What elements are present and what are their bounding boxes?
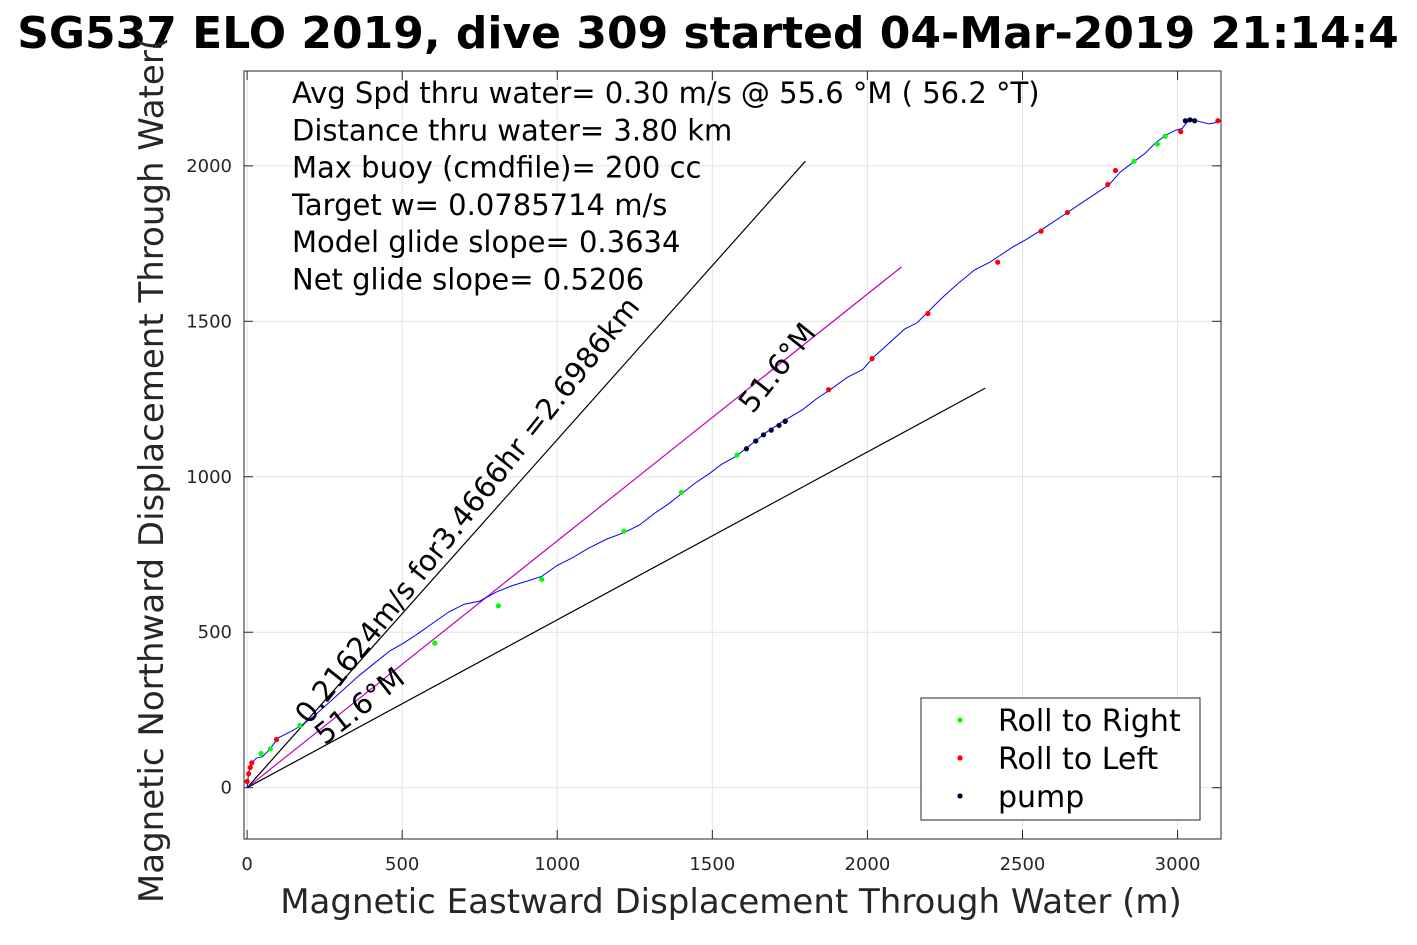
stat-line: Max buoy (cmdfile)= 200 cc bbox=[292, 151, 701, 185]
x-tick-label: 500 bbox=[385, 854, 419, 875]
y-tick-label: 500 bbox=[198, 622, 232, 643]
x-axis-label: Magnetic Eastward Displacement Through W… bbox=[280, 882, 1182, 922]
legend-box bbox=[920, 697, 1201, 821]
reference-line bbox=[246, 266, 902, 789]
grid bbox=[244, 71, 1221, 839]
legend-marker bbox=[957, 717, 963, 723]
roll-to-left-point bbox=[925, 310, 931, 317]
y-tick-label: 1000 bbox=[186, 467, 232, 488]
x-tick-label: 2500 bbox=[1000, 854, 1046, 875]
x-tick-label: 1500 bbox=[689, 854, 735, 875]
stat-line: Avg Spd thru water= 0.30 m/s @ 55.6 °M (… bbox=[292, 76, 1040, 110]
y-tick-label: 2000 bbox=[186, 156, 232, 177]
y-tick-label: 1500 bbox=[186, 311, 232, 332]
y-axis-label: Magnetic Northward Displacement Through … bbox=[132, 37, 172, 903]
roll-to-left-point bbox=[247, 764, 253, 771]
y-tick-label: 0 bbox=[221, 778, 232, 799]
roll-to-right-point bbox=[432, 640, 438, 646]
pump-point bbox=[768, 427, 774, 433]
plot-frame bbox=[243, 70, 1222, 840]
roll-to-right-point bbox=[621, 528, 627, 534]
stat-line: Distance thru water= 3.80 km bbox=[292, 113, 732, 147]
reference-line bbox=[246, 160, 806, 789]
track bbox=[246, 118, 1222, 788]
axis-ticks: 0 500 1000 1500 2000 2500 3000 0 500 1000 1500 2000 bbox=[186, 71, 1221, 875]
pump-point bbox=[760, 432, 767, 438]
roll-to-right-point bbox=[539, 576, 545, 582]
roll-to-right-point bbox=[678, 489, 684, 495]
roll-to-left-point bbox=[1215, 118, 1221, 124]
x-tick-label: 0 bbox=[241, 854, 252, 875]
pump-point bbox=[1182, 118, 1188, 124]
legend-label: pump bbox=[998, 780, 1084, 815]
reference-line bbox=[246, 387, 986, 789]
legend-label: Roll to Right bbox=[998, 704, 1181, 739]
chart-title: SG537 ELO 2019, dive 309 started 04-Mar-… bbox=[17, 8, 1399, 59]
roll-to-left-point bbox=[1064, 209, 1071, 216]
roll-to-right-point bbox=[297, 722, 303, 729]
roll-to-left-point bbox=[1038, 228, 1044, 234]
roll-to-right-point bbox=[258, 750, 264, 757]
pump-point bbox=[776, 422, 782, 429]
roll-to-right-point bbox=[1131, 158, 1137, 164]
legend-marker bbox=[957, 755, 963, 761]
data-points bbox=[244, 117, 1221, 785]
stat-line: Net glide slope= 0.5206 bbox=[292, 263, 644, 297]
x-tick-label: 2000 bbox=[845, 854, 891, 875]
pump-point bbox=[743, 446, 750, 452]
roll-to-right-point bbox=[495, 603, 501, 609]
roll-to-left-point bbox=[1112, 167, 1119, 174]
stat-line: Model glide slope= 0.3634 bbox=[292, 225, 680, 259]
roll-to-right-point bbox=[734, 452, 740, 458]
stat-line: Target w= 0.0785714 m/s bbox=[291, 188, 667, 222]
roll-to-left-point bbox=[273, 736, 280, 743]
roll-to-left-point bbox=[1178, 129, 1184, 135]
roll-to-left-point bbox=[244, 778, 250, 785]
legend-label: Roll to Left bbox=[998, 742, 1158, 777]
roll-to-right-point bbox=[267, 746, 273, 752]
pump-point bbox=[1187, 117, 1193, 123]
x-tick-label: 3000 bbox=[1155, 854, 1201, 875]
reference-lines bbox=[246, 160, 986, 789]
plot-area: 0 500 1000 1500 2000 2500 3000 0 500 1000 1500 2000… bbox=[186, 70, 1222, 875]
roll-to-right-point bbox=[1162, 133, 1168, 139]
roll-to-left-point bbox=[995, 259, 1001, 265]
pump-point bbox=[1192, 118, 1198, 124]
track-line bbox=[246, 118, 1222, 788]
roll-to-right-point bbox=[1154, 141, 1161, 147]
pump-point bbox=[782, 418, 788, 425]
roll-to-left-point bbox=[1105, 181, 1111, 188]
stats-box: Avg Spd thru water= 0.30 m/s @ 55.6 °M (… bbox=[291, 76, 1040, 297]
pump-point bbox=[753, 438, 759, 444]
roll-to-left-point bbox=[249, 760, 255, 766]
legend-marker bbox=[957, 793, 963, 799]
roll-to-left-point bbox=[246, 771, 252, 777]
x-tick-label: 1000 bbox=[534, 854, 580, 875]
roll-to-left-point bbox=[826, 387, 832, 393]
roll-to-left-point bbox=[869, 356, 875, 362]
